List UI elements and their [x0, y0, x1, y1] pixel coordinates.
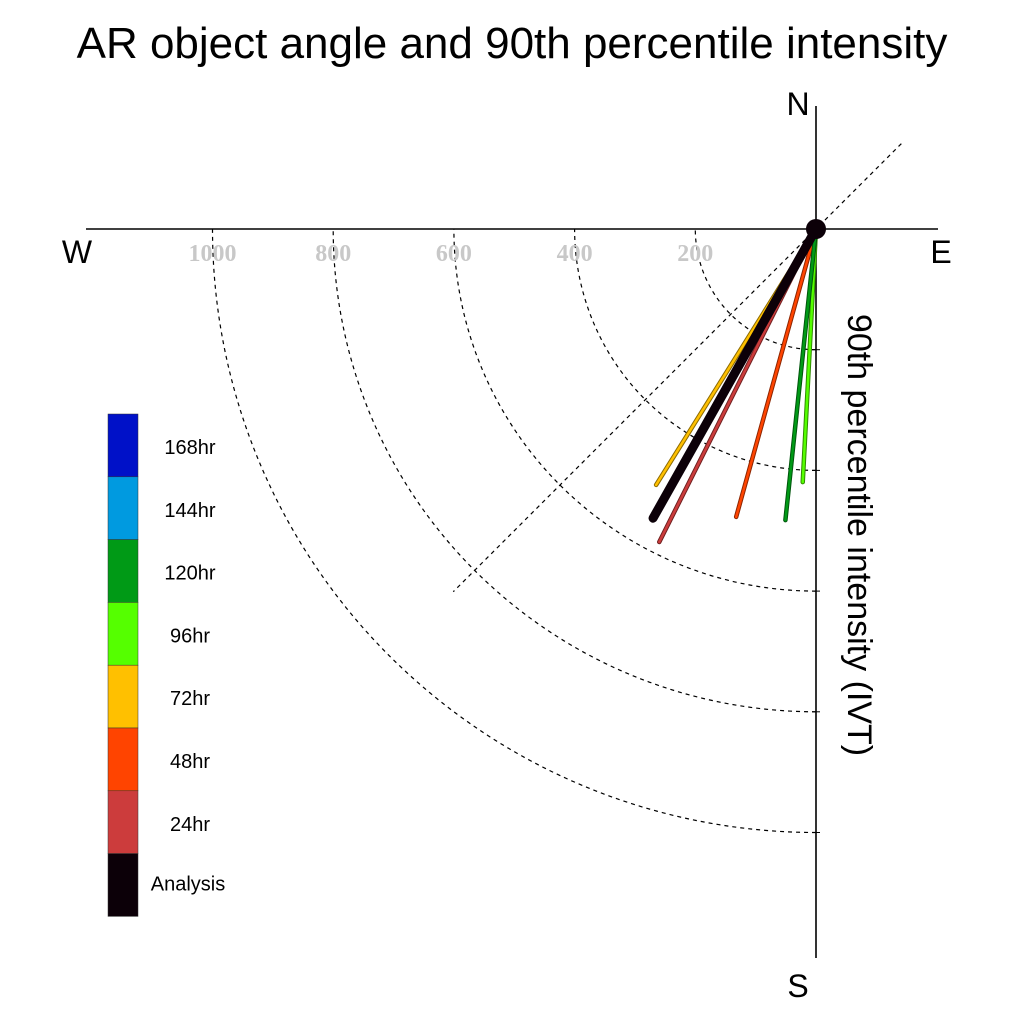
legend-swatch: [107, 853, 139, 917]
legend-swatch: [107, 602, 139, 666]
radial-tick-label: 800: [315, 241, 351, 267]
vector-line: [734, 227, 818, 519]
legend-swatch: [107, 664, 139, 729]
vector-analysis: [648, 224, 821, 523]
vector-line: [784, 227, 818, 522]
legend-label: 72hr: [170, 688, 210, 710]
legend-label: 144hr: [164, 500, 215, 522]
legend-label: 48hr: [170, 751, 210, 773]
legend-label: 168hr: [164, 437, 215, 459]
legend-swatch: [107, 727, 139, 792]
legend-swatch: [107, 539, 139, 603]
compass-north: N: [786, 86, 809, 122]
grid-arc: [211, 228, 817, 834]
legend-label: 24hr: [170, 814, 210, 836]
legend-label: 120hr: [164, 563, 215, 585]
legend-label: 96hr: [170, 625, 210, 647]
origin-marker: [806, 219, 826, 239]
compass-south: S: [787, 968, 808, 1004]
grid-arc: [694, 228, 817, 351]
radial-tick-label: 1000: [189, 241, 237, 267]
legend-swatch: [107, 413, 139, 478]
radial-tick-label: 400: [557, 241, 593, 267]
diagonal-guide: [452, 143, 902, 593]
radial-ticks: 200 400 600 800 1000: [189, 241, 714, 267]
radial-tick-label: 200: [677, 241, 713, 267]
radial-tick-label: 600: [436, 241, 472, 267]
legend: 168hr 144hr 120hr 96hr 72hr 48hr 24hr Analysis: [107, 413, 225, 917]
compass-east: E: [930, 234, 951, 270]
vector-120hr: [783, 226, 819, 523]
compass-west: W: [62, 234, 93, 270]
legend-label: Analysis: [151, 874, 225, 896]
chart-title: AR object angle and 90th percentile inte…: [77, 19, 948, 68]
vectors: [648, 224, 821, 545]
legend-swatch: [107, 790, 139, 854]
radial-axis-title: 90th percentile intensity (IVT): [840, 314, 878, 756]
vector-line: [648, 224, 821, 523]
legend-swatch: [107, 476, 139, 540]
vector-48hr: [733, 226, 819, 520]
